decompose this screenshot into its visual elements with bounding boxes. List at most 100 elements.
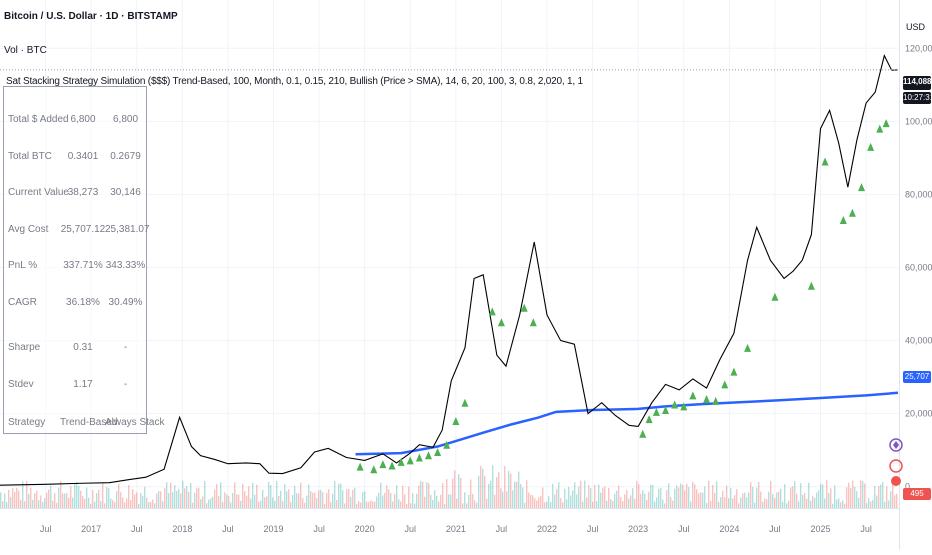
volume-bar — [564, 488, 566, 508]
volume-bar — [614, 493, 616, 508]
volume-bar — [76, 481, 78, 508]
stats-value-trend: 337.71% — [63, 260, 103, 271]
volume-bar — [720, 497, 722, 508]
time-tick-label: Jul — [860, 524, 872, 534]
volume-bar — [640, 493, 642, 508]
time-axis[interactable]: Jul 2017 Jul 2018 Jul 2019 Jul 2020 Jul 2021 Jul 20… — [40, 524, 872, 534]
volume-bar — [512, 490, 514, 508]
volume-bar — [740, 497, 742, 508]
volume-bar — [44, 498, 46, 508]
volume-bar — [110, 498, 112, 508]
buy-marker — [807, 281, 815, 290]
indicator-legend[interactable]: Sat Stacking Strategy Simulation ($$$) T… — [6, 76, 583, 87]
volume-bar — [0, 492, 2, 508]
time-tick-label: 2020 — [355, 524, 375, 534]
volume-bar — [56, 502, 58, 508]
volume-bar — [536, 500, 538, 508]
volume-bar — [410, 503, 412, 508]
volume-bar — [142, 495, 144, 508]
volume-bar — [686, 483, 688, 508]
volume-bar — [718, 501, 720, 508]
volume-bar — [722, 490, 724, 508]
volume-bar — [354, 487, 356, 508]
chart-title[interactable]: Bitcoin / U.S. Dollar · 1D · BITSTAMP — [4, 11, 178, 22]
volume-bar — [10, 497, 12, 508]
stats-label: Sharpe — [8, 342, 41, 353]
last-price-tag[interactable]: 114,088 — [903, 76, 931, 90]
buy-marker — [689, 391, 697, 400]
avg-cost-tag[interactable]: 25,707 — [903, 371, 931, 383]
volume-bar — [328, 489, 330, 508]
volume-bar — [850, 487, 852, 508]
volume-bar — [770, 480, 772, 508]
volume-bar — [414, 503, 416, 508]
volume-bar — [342, 490, 344, 508]
volume-bar — [742, 493, 744, 508]
volume-bar — [228, 496, 230, 508]
volume-bar — [484, 475, 486, 508]
volume-bar — [786, 503, 788, 508]
volume-bar — [8, 489, 10, 508]
volume-bar — [32, 499, 34, 508]
volume-bar — [706, 503, 708, 508]
volume-bar — [540, 495, 542, 508]
stats-label: Avg Cost — [8, 224, 49, 235]
volume-bar — [274, 500, 276, 508]
volume-bar — [444, 503, 446, 508]
buy-marker — [443, 440, 451, 449]
volume-bar — [858, 497, 860, 508]
stats-label: PnL % — [8, 260, 38, 271]
stats-value-always: 30,146 — [110, 187, 141, 198]
volume-bar — [814, 497, 816, 508]
time-tick-label: Jul — [404, 524, 416, 534]
volume-bar — [386, 485, 388, 508]
price-axis[interactable]: 0 20,000 40,000 60,000 80,000 100,000 120,000 — [905, 43, 932, 491]
volume-bar — [270, 485, 272, 508]
volume-bar — [788, 500, 790, 508]
buy-marker — [867, 142, 875, 151]
volume-bar — [348, 488, 350, 508]
currency-label[interactable]: USD — [906, 22, 926, 32]
volume-bar — [314, 492, 316, 508]
volume-tag[interactable]: 495 — [903, 488, 931, 500]
volume-bar — [312, 492, 314, 508]
volume-legend[interactable]: Vol · BTC — [4, 45, 47, 56]
volume-bar — [246, 495, 248, 508]
volume-bar — [896, 493, 898, 508]
volume-bar — [146, 497, 148, 508]
volume-bar — [534, 498, 536, 508]
volume-bar — [182, 480, 184, 508]
price-axis-separator — [899, 0, 900, 550]
volume-bar — [358, 501, 360, 508]
volume-bar — [750, 482, 752, 508]
volume-bar — [20, 499, 22, 508]
volume-bar — [128, 485, 130, 508]
volume-bar — [702, 492, 704, 508]
volume-bar — [492, 465, 494, 508]
countdown-tag[interactable]: 10:27:31 — [903, 92, 932, 104]
volume-bar — [526, 480, 528, 508]
volume-bar — [280, 490, 282, 508]
volume-bar — [802, 494, 804, 508]
volume-bar — [474, 500, 476, 508]
volume-bar — [580, 480, 582, 508]
volume-bar — [694, 484, 696, 508]
volume-bar — [144, 486, 146, 508]
volume-bar — [776, 492, 778, 508]
volume-bar — [876, 495, 878, 508]
volume-bar — [404, 494, 406, 508]
volume-bar — [46, 492, 48, 508]
volume-bar — [590, 488, 592, 508]
buy-marker — [639, 429, 647, 438]
volume-bar — [650, 484, 652, 508]
volume-bar — [408, 486, 410, 508]
buy-marker — [671, 400, 679, 409]
volume-bar — [262, 489, 264, 508]
volume-bar — [438, 501, 440, 508]
volume-bar — [520, 483, 522, 508]
volume-bar — [466, 503, 468, 508]
stats-value-always: - — [123, 379, 128, 390]
volume-bar — [496, 477, 498, 508]
